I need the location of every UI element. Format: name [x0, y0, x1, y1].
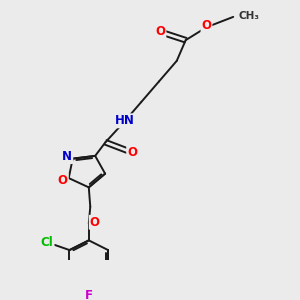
Text: O: O [127, 146, 137, 159]
Text: O: O [90, 216, 100, 229]
Text: HN: HN [115, 114, 135, 127]
Text: Cl: Cl [41, 236, 54, 249]
Text: O: O [202, 20, 212, 32]
Text: N: N [62, 150, 72, 163]
Text: O: O [58, 174, 68, 187]
Text: O: O [155, 25, 165, 38]
Text: CH₃: CH₃ [238, 11, 260, 21]
Text: F: F [85, 290, 93, 300]
